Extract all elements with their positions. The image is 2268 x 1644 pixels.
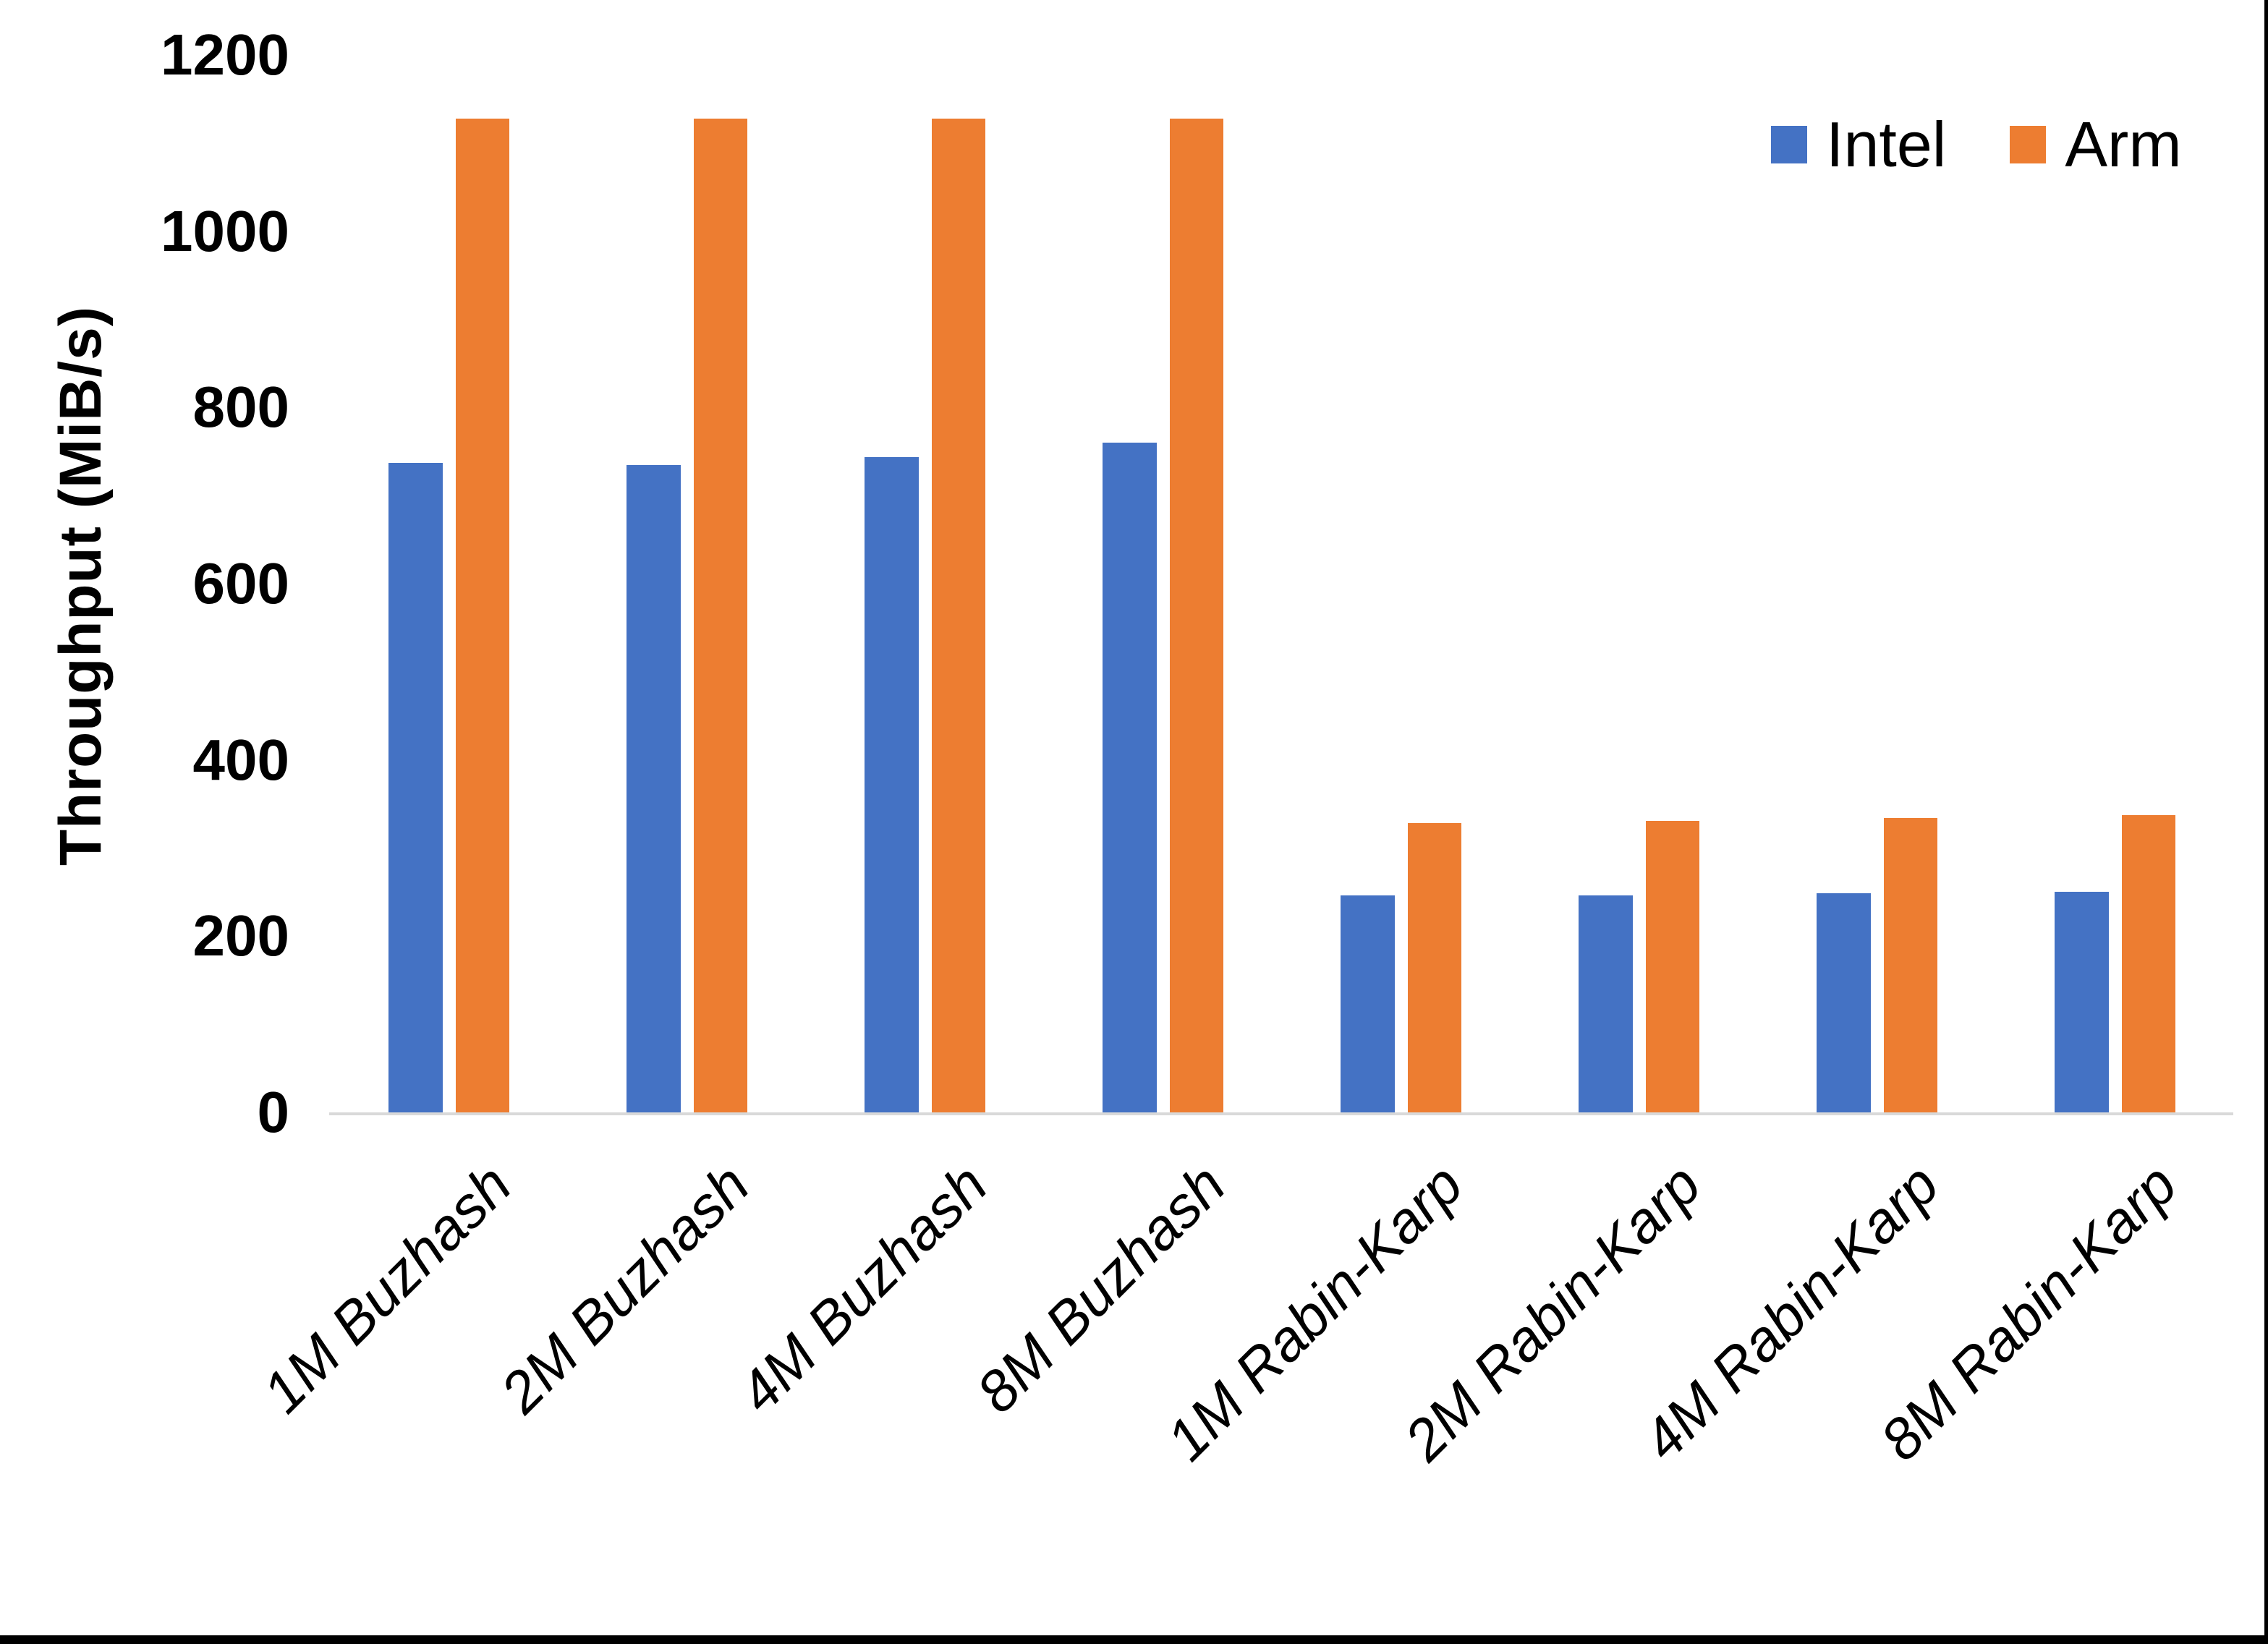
y-tick-label: 400 [192, 727, 289, 792]
y-tick-label: 1000 [161, 198, 289, 263]
bar-arm-4m-rabin-karp [1883, 818, 1937, 1112]
bar-intel-4m-buzhash [864, 457, 919, 1112]
y-tick-label: 200 [192, 903, 289, 968]
bar-arm-8m-buzhash [1169, 119, 1223, 1112]
x-category-label: 2M Buzhash [488, 1151, 762, 1426]
x-axis-line [329, 1112, 2233, 1115]
legend-swatch-icon [2010, 126, 2047, 163]
right-border-bar [2264, 0, 2268, 1644]
bar-intel-1m-buzhash [388, 463, 443, 1112]
bar-arm-1m-rabin-karp [1407, 823, 1461, 1112]
y-tick-label: 0 [257, 1080, 290, 1144]
bar-intel-4m-rabin-karp [1816, 893, 1871, 1112]
legend: Intel Arm [1771, 113, 2182, 176]
bar-arm-4m-buzhash [931, 119, 985, 1112]
bar-intel-2m-buzhash [626, 465, 681, 1112]
bar-intel-8m-buzhash [1102, 443, 1157, 1112]
legend-item-arm: Arm [2010, 108, 2182, 180]
x-category-label: 4M Buzhash [726, 1151, 1000, 1426]
bar-intel-8m-rabin-karp [2054, 892, 2109, 1112]
legend-item-intel: Intel [1771, 113, 1946, 176]
bar-arm-1m-buzhash [455, 119, 509, 1112]
legend-label: Arm [2065, 108, 2182, 180]
bar-arm-2m-buzhash [693, 119, 747, 1112]
legend-swatch-icon [1771, 126, 1807, 163]
legend-label: Intel [1826, 108, 1947, 180]
bar-arm-2m-rabin-karp [1645, 821, 1699, 1112]
x-category-label: 1M Buzhash [250, 1151, 524, 1426]
y-tick-label: 600 [192, 551, 289, 616]
y-tick-label: 800 [192, 375, 289, 440]
y-tick-label: 1200 [161, 22, 289, 87]
bottom-border-bar [0, 1635, 2268, 1644]
bar-arm-8m-rabin-karp [2121, 815, 2175, 1112]
bar-intel-2m-rabin-karp [1578, 895, 1633, 1112]
bar-intel-1m-rabin-karp [1340, 895, 1395, 1112]
